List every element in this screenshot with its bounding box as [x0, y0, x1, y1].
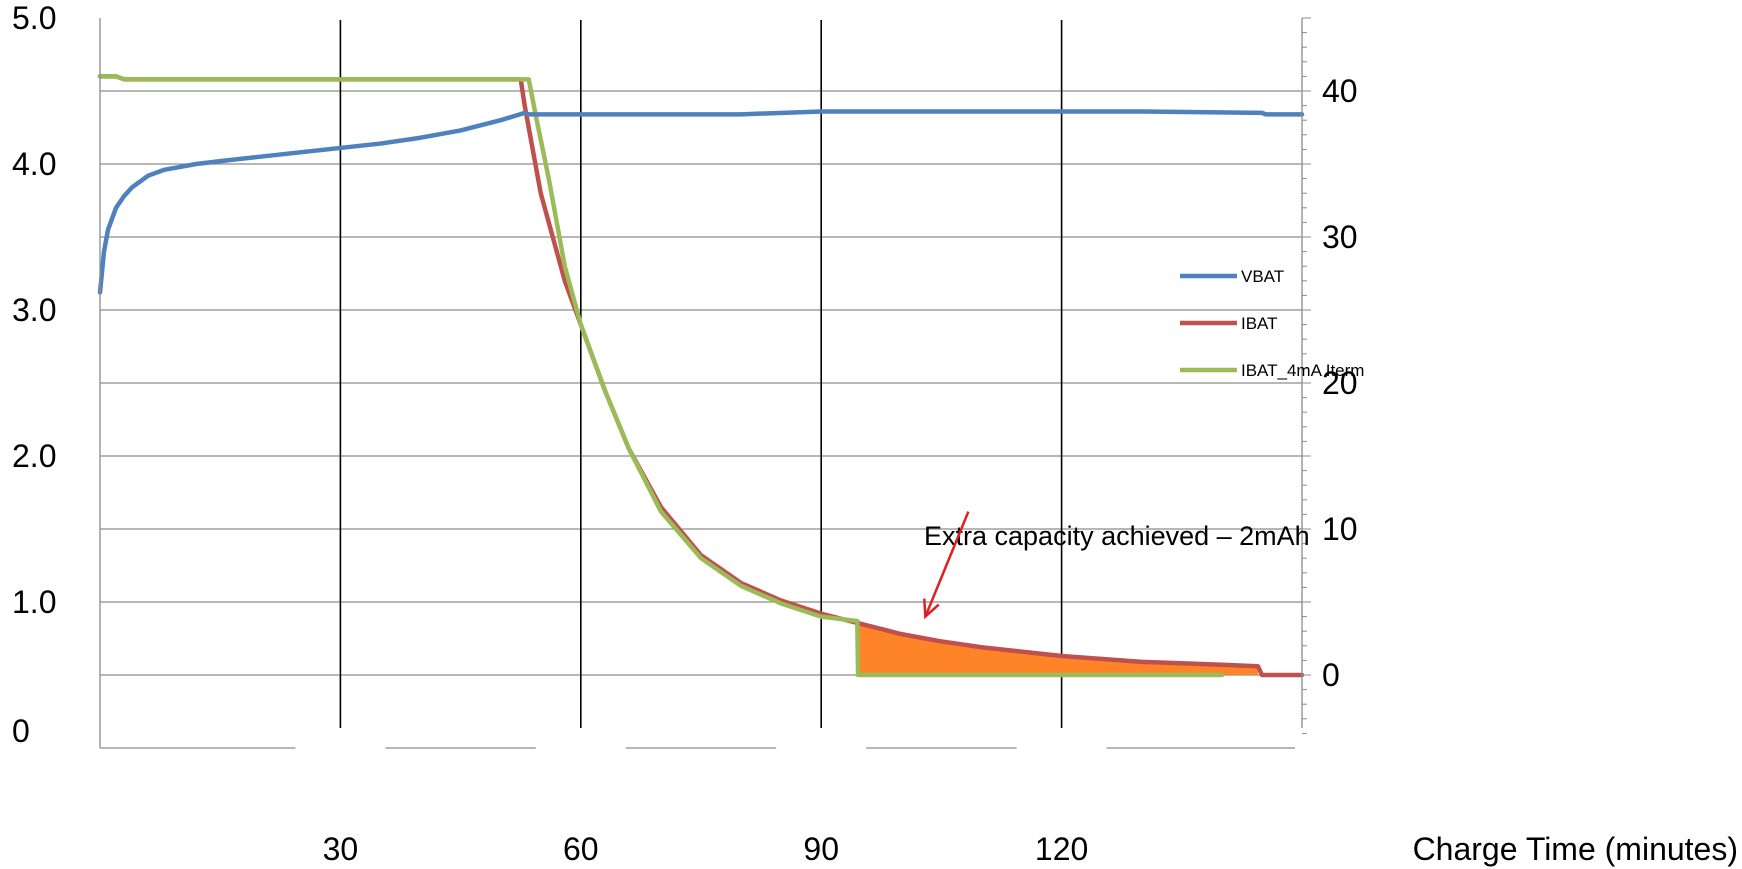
x-axis-tick-label: 120 [1035, 831, 1088, 867]
right-axis-tick-label: 20 [1322, 365, 1358, 401]
area-layer [858, 624, 1258, 675]
x-tick-label-backdrop [295, 742, 386, 756]
left-axis-tick-label: 2.0 [12, 438, 56, 474]
legend-label: VBAT [1241, 267, 1284, 286]
legend-label: IBAT_4mA Iterm [1241, 361, 1364, 380]
series-line-vbat [97, 109, 1305, 295]
x-axis-tick-label: 90 [803, 831, 839, 867]
annotation-text: Extra capacity achieved – 2mAh [924, 521, 1310, 551]
annotation-arrow-head [923, 598, 940, 620]
labels-layer: 0 1.0 2.0 3.0 4.0 5.0 0 10 20 30 40 30 60 90 120 Charge… [12, 0, 1742, 867]
x-axis-tick-label: 30 [323, 831, 359, 867]
right-axis-tick-label: 30 [1322, 219, 1358, 255]
left-axis-tick-label: 4.0 [12, 146, 56, 182]
annotation: Extra capacity achieved – 2mAh [923, 511, 1310, 620]
left-axis-tick-label: 3.0 [12, 292, 56, 328]
annotation-arrow-shaft [924, 511, 970, 618]
x-tick-label-backdrop [776, 742, 867, 756]
legend-label: IBAT [1241, 314, 1278, 333]
x-axis-title: Charge Time (minutes) [1413, 831, 1738, 867]
grid-layer [100, 20, 1302, 728]
x-tick-label-backdrop [1016, 742, 1107, 756]
x-axis-tick-label: 60 [563, 831, 599, 867]
series-layer [97, 74, 1305, 678]
right-axis-tick-label: 0 [1322, 657, 1340, 693]
right-axis-tick-label: 40 [1322, 73, 1358, 109]
x-title-backdrop [1295, 742, 1742, 756]
series-line-ibat [97, 74, 1305, 678]
series-line-ibat-4ma-iterm [97, 74, 1225, 678]
extra-capacity-area [858, 624, 1258, 675]
x-tick-label-backdrop [535, 742, 626, 756]
legend: VBAT IBAT IBAT_4mA Iterm [1180, 267, 1364, 380]
left-axis-tick-label: 1.0 [12, 584, 56, 620]
right-axis-tick-label: 10 [1322, 511, 1358, 547]
left-axis-tick-label: 0 [12, 713, 30, 749]
left-axis-tick-label: 5.0 [12, 0, 56, 36]
